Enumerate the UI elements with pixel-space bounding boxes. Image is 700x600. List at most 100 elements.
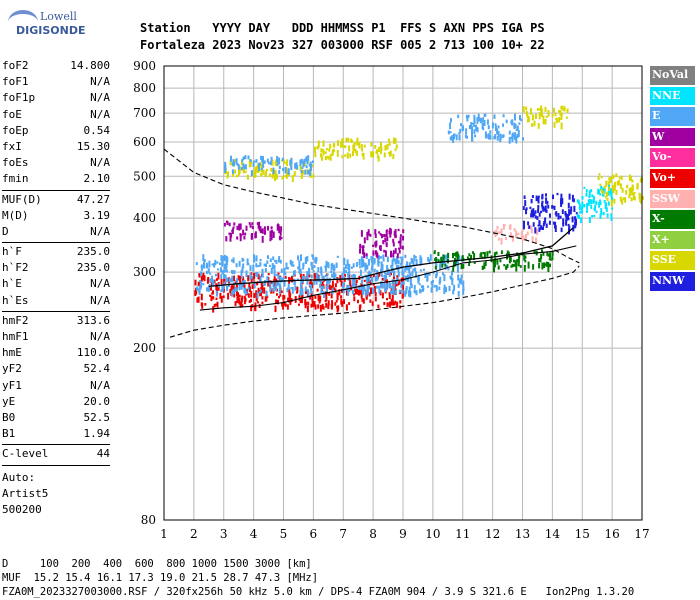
echo-point [433,284,436,288]
echo-point [398,289,401,293]
echo-point [327,300,330,306]
echo-point [366,234,369,241]
echo-point [220,278,223,285]
echo-point [299,289,302,296]
echo-point [236,278,239,285]
echo-point [560,122,563,130]
echo-point [232,159,235,166]
param-row: yF2 52.4 [2,361,110,377]
echo-point [607,181,610,185]
echo-point [220,289,223,293]
echo-point [304,256,307,264]
param-value: N/A [90,293,110,307]
echo-point [246,258,249,266]
echo-point [209,272,212,275]
echo-point [194,290,197,296]
param-value: N/A [90,156,110,170]
x-tick-label: 13 [515,527,530,541]
echo-point [298,303,300,306]
echo-point [508,254,511,258]
echo-point [305,276,308,281]
echo-point [199,285,201,289]
echo-point [252,264,255,272]
param-value: 235.0 [76,261,110,275]
echo-point [560,193,563,201]
echo-point [340,280,343,287]
param-name: D [2,224,9,238]
echo-point [399,239,402,247]
echo-point [363,252,366,259]
echo-point [310,274,313,279]
echo-point [435,271,438,277]
echo-point [353,147,356,152]
echo-point [409,266,412,269]
echo-point [565,214,568,222]
echo-point [280,236,283,239]
echo-point [445,286,447,293]
echo-point [249,161,252,167]
echo-point [234,286,237,292]
echo-point [334,273,337,278]
param-name: foF1p [2,91,36,105]
echo-point [573,205,576,212]
echo-point [231,290,234,297]
legend-item-ssw: SSW [650,189,695,209]
echo-point [451,278,454,286]
echo-point [465,114,468,119]
echo-point [223,273,225,279]
echo-point [229,278,232,283]
echo-point [473,124,476,128]
echo-point [229,159,232,166]
echo-point [237,275,240,281]
echo-point [315,272,318,277]
echo-point [452,136,455,143]
echo-point [209,294,212,297]
echo-point [610,217,613,221]
echo-point [371,276,374,283]
echo-point [231,228,234,234]
echo-point [279,276,282,282]
echo-point [386,302,389,307]
echo-point [483,120,486,126]
echo-point [458,132,461,135]
echo-point [281,157,284,162]
echo-point [524,255,527,259]
echo-point [391,294,394,301]
echo-point [321,285,324,290]
echo-point [390,250,392,258]
echo-point [534,210,537,214]
echo-point [468,262,471,266]
echo-point [449,136,452,141]
echo-point [369,279,372,286]
echo-point [306,281,309,285]
logo-digisonde: DIGISONDE [16,24,86,37]
echo-point [508,130,511,135]
echo-point [240,301,243,308]
echo-point [519,265,522,268]
echo-point [456,266,459,273]
echo-point [261,235,264,243]
echo-point [625,190,628,195]
echo-point [327,303,330,310]
echo-point [236,236,239,240]
echo-point [317,267,320,273]
echo-point [249,224,252,228]
echo-point [461,255,464,261]
echo-point [371,256,373,264]
echo-point [509,227,512,230]
auto-line2: Artist5 [2,486,49,500]
echo-point [523,195,526,199]
echo-point [542,251,545,256]
echo-point [280,268,283,273]
echo-point [312,160,314,163]
echo-point [373,258,376,263]
echo-point [509,257,512,262]
legend-item-x-: X+ [650,230,695,250]
echo-point [472,122,475,125]
echo-point [628,188,631,192]
echo-point [380,142,382,149]
echo-point [282,294,285,301]
echo-point [460,123,462,127]
echo-point [439,264,442,270]
echo-point [263,226,266,230]
